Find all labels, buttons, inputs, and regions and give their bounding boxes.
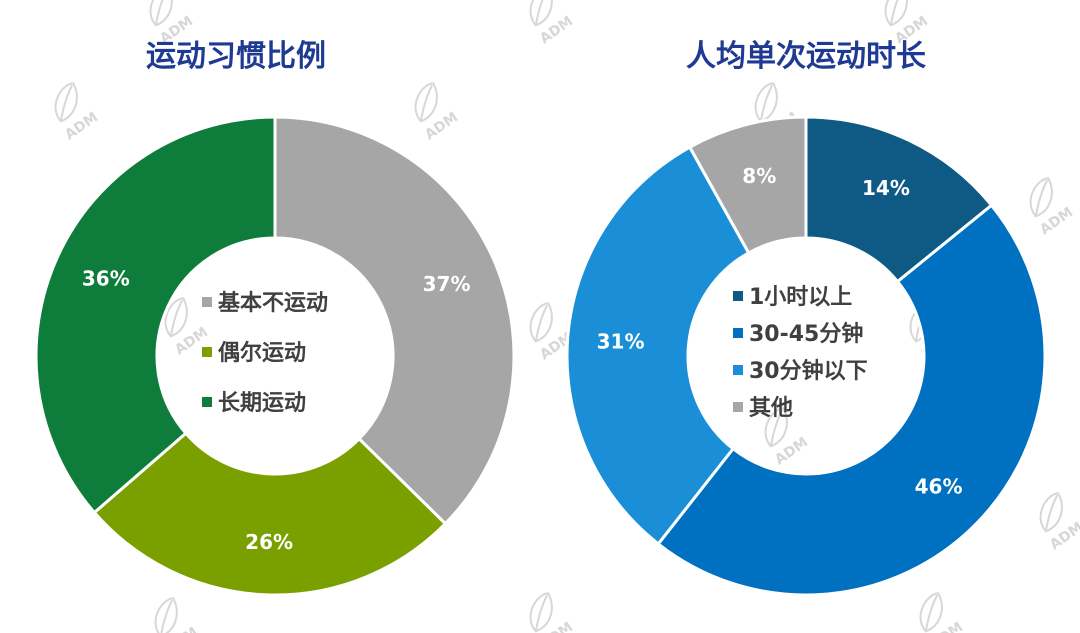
donut-slice (34, 115, 277, 515)
legend-swatch (733, 291, 743, 301)
slice-group (34, 115, 516, 597)
watermark-text: ADM (422, 109, 461, 143)
donut-chart-duration: 人均单次运动时长 14% 46% 31% 8% 1小时以上 30-45分钟 30分钟以下其… (565, 39, 1047, 597)
donut-slice (656, 203, 1047, 597)
legend-swatch (202, 297, 212, 307)
data-label: 26% (245, 530, 293, 554)
donut-slice (273, 115, 516, 526)
legend-label: 长期运动 (218, 391, 306, 416)
watermark-leaf-icon: ADM (529, 0, 576, 47)
watermark-leaf-icon: ADM (1039, 492, 1080, 553)
legend-swatch (733, 328, 743, 338)
legend-label: 30-45分钟 (749, 321, 863, 347)
watermark-leaf-icon: ADM (1029, 177, 1076, 238)
legend-swatch (733, 365, 743, 375)
legend-swatch (202, 397, 212, 407)
data-label-group: 14% 46% 31% 8% (597, 164, 963, 499)
watermark-leaf-icon: ADM (54, 82, 101, 143)
legend-label: 其他 (749, 396, 793, 421)
legend-swatch (202, 347, 212, 357)
watermark-text: ADM (1047, 519, 1080, 553)
legend-swatch (733, 402, 743, 412)
legend-label: 偶尔运动 (218, 340, 306, 366)
watermark-leaf-icon: ADM (529, 592, 576, 633)
donut-slice (804, 115, 994, 284)
donut-slice (92, 431, 448, 597)
slice-group (565, 115, 1047, 597)
chart-title: 运动习惯比例 (146, 39, 326, 74)
watermark-leaf-icon: ADM (154, 597, 201, 633)
data-label-group: 37% 26% 36% (82, 267, 471, 554)
legend-label: 30分钟以下 (749, 358, 868, 384)
data-label: 8% (742, 164, 776, 188)
data-label: 46% (915, 474, 963, 498)
watermark-text: ADM (62, 109, 101, 143)
legend-label: 1小时以上 (749, 285, 852, 310)
watermark-leaf-icon: ADM (919, 592, 966, 633)
chart-title: 人均单次运动时长 (686, 39, 926, 74)
donut-slice (687, 115, 808, 255)
watermark-text: ADM (537, 13, 576, 47)
donut-slice (565, 145, 751, 546)
data-label: 31% (597, 329, 645, 353)
legend-label: 基本不运动 (218, 291, 328, 316)
data-label: 14% (862, 176, 910, 200)
data-label: 36% (82, 267, 130, 291)
data-label: 37% (423, 272, 471, 296)
watermark-leaf-icon: ADM (414, 82, 461, 143)
watermark-text: ADM (772, 434, 811, 468)
watermark-text: ADM (1037, 204, 1076, 238)
